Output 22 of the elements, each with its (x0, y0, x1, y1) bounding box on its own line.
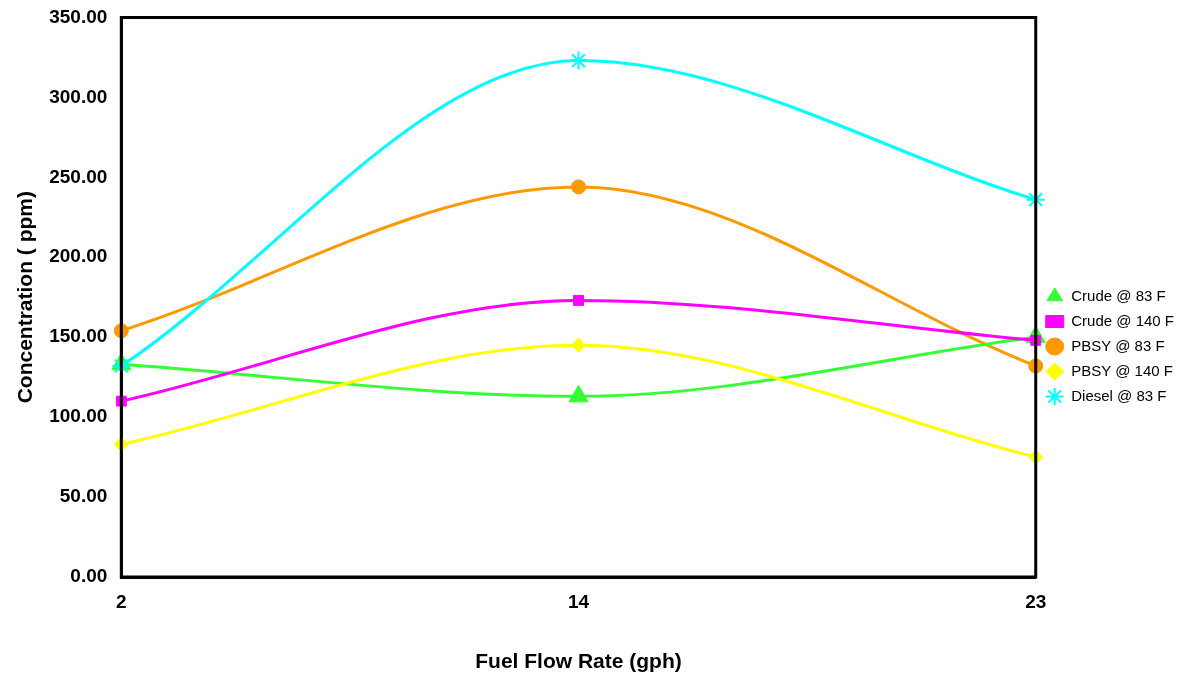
legend-label: PBSY @ 83 F (1071, 336, 1165, 354)
legend-label: PBSY @ 140 F (1071, 361, 1173, 379)
y-tick-label: 0.00 (70, 565, 108, 587)
y-axis-title: Concentration ( ppm) (13, 191, 37, 404)
y-tick-label: 100.00 (49, 405, 108, 427)
point (571, 337, 587, 353)
y-tick-label: 200.00 (49, 245, 108, 267)
x-tick-label: 23 (1025, 590, 1047, 612)
y-tick-label: 250.00 (49, 165, 108, 187)
x-tick-label: 2 (116, 590, 127, 612)
y-tick-label: 350.00 (49, 5, 108, 27)
point (568, 50, 589, 71)
legend-label: Diesel @ 83 F (1071, 386, 1167, 404)
point (571, 179, 587, 195)
x-axis-title: Fuel Flow Rate (gph) (475, 649, 682, 673)
legend-label: Crude @ 83 F (1071, 286, 1166, 304)
y-tick-label: 300.00 (49, 85, 108, 107)
y-tick-label: 150.00 (49, 325, 108, 347)
y-tick-label: 50.00 (59, 485, 108, 507)
legend-label: Crude @ 140 F (1071, 311, 1175, 329)
x-tick-label: 14 (567, 590, 590, 612)
point (573, 294, 584, 306)
